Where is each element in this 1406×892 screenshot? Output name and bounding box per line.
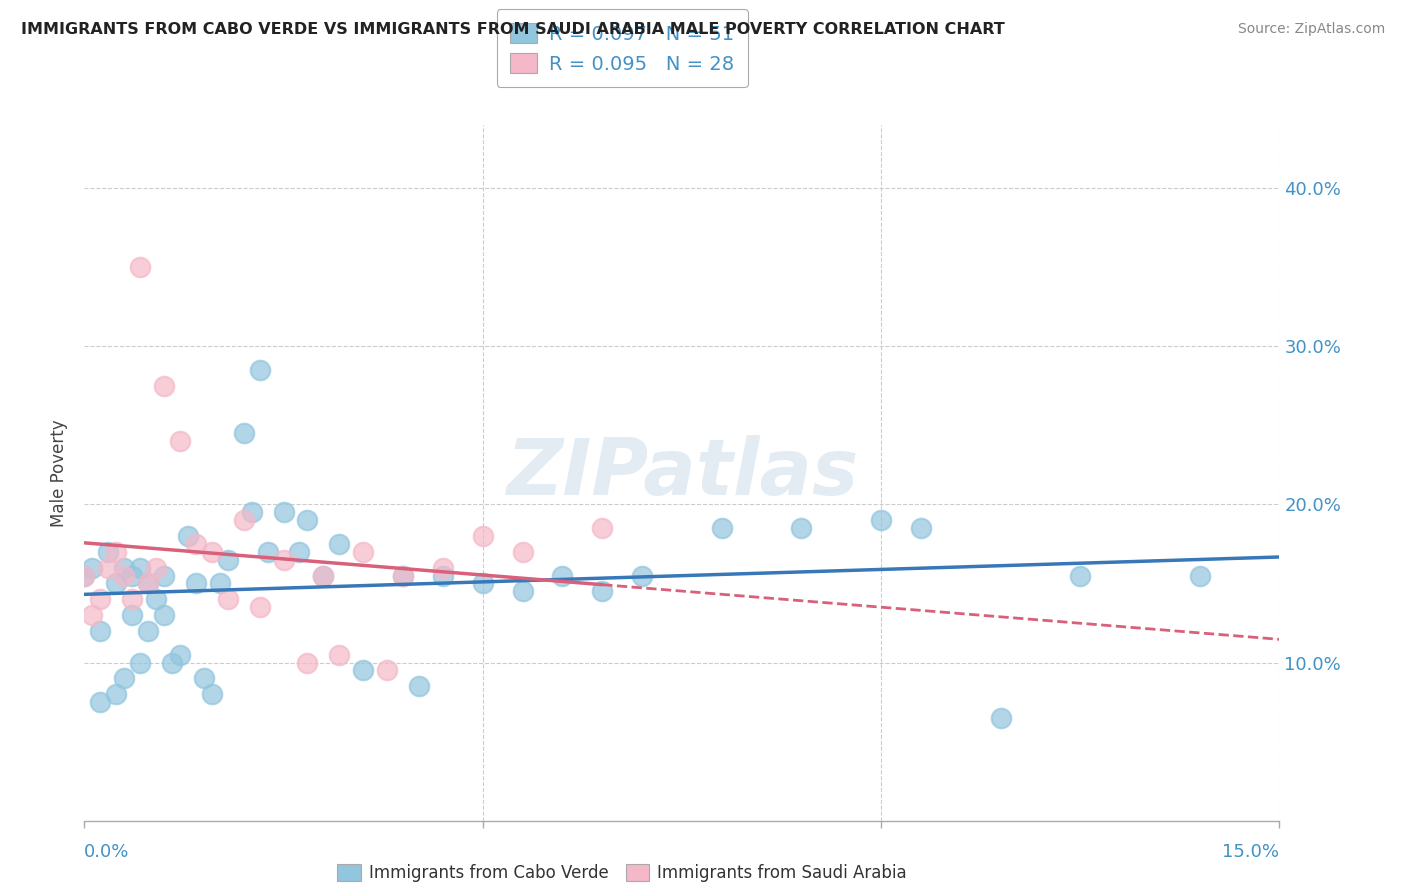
Point bbox=[432, 560, 454, 574]
Text: 15.0%: 15.0% bbox=[1222, 843, 1279, 861]
Point bbox=[591, 584, 613, 599]
Point bbox=[512, 545, 534, 559]
Point bbox=[112, 671, 135, 685]
Point bbox=[710, 521, 733, 535]
Point bbox=[392, 568, 415, 582]
Point bbox=[328, 537, 350, 551]
Point bbox=[551, 568, 574, 582]
Text: 0.0%: 0.0% bbox=[84, 843, 129, 861]
Point bbox=[288, 545, 311, 559]
Point bbox=[312, 568, 335, 582]
Point bbox=[631, 568, 654, 582]
Point bbox=[89, 592, 111, 607]
Point bbox=[129, 560, 152, 574]
Point bbox=[193, 671, 215, 685]
Point bbox=[201, 687, 224, 701]
Point bbox=[352, 545, 374, 559]
Point bbox=[591, 521, 613, 535]
Y-axis label: Male Poverty: Male Poverty bbox=[51, 419, 69, 526]
Point bbox=[208, 576, 231, 591]
Point bbox=[82, 560, 104, 574]
Point bbox=[240, 505, 263, 519]
Point bbox=[121, 568, 143, 582]
Point bbox=[153, 378, 176, 392]
Point bbox=[352, 664, 374, 678]
Text: IMMIGRANTS FROM CABO VERDE VS IMMIGRANTS FROM SAUDI ARABIA MALE POVERTY CORRELAT: IMMIGRANTS FROM CABO VERDE VS IMMIGRANTS… bbox=[21, 22, 1005, 37]
Point bbox=[471, 529, 494, 543]
Point bbox=[512, 584, 534, 599]
Point bbox=[129, 260, 152, 275]
Point bbox=[471, 576, 494, 591]
Point bbox=[297, 656, 319, 670]
Point bbox=[160, 656, 183, 670]
Point bbox=[105, 687, 128, 701]
Point bbox=[375, 664, 398, 678]
Point bbox=[129, 656, 152, 670]
Point bbox=[328, 648, 350, 662]
Point bbox=[136, 624, 159, 638]
Point bbox=[392, 568, 415, 582]
Point bbox=[790, 521, 813, 535]
Point bbox=[217, 592, 239, 607]
Point bbox=[1069, 568, 1091, 582]
Point bbox=[73, 568, 96, 582]
Point bbox=[89, 695, 111, 709]
Point bbox=[121, 592, 143, 607]
Point bbox=[112, 560, 135, 574]
Point bbox=[232, 513, 254, 527]
Point bbox=[105, 576, 128, 591]
Point bbox=[432, 568, 454, 582]
Point bbox=[112, 568, 135, 582]
Point bbox=[97, 545, 120, 559]
Point bbox=[256, 545, 278, 559]
Point bbox=[184, 576, 207, 591]
Point bbox=[177, 529, 200, 543]
Point bbox=[136, 576, 159, 591]
Point bbox=[273, 505, 295, 519]
Point bbox=[153, 568, 176, 582]
Point bbox=[249, 600, 271, 615]
Point bbox=[1188, 568, 1211, 582]
Point bbox=[145, 592, 167, 607]
Text: ZIPatlas: ZIPatlas bbox=[506, 434, 858, 511]
Point bbox=[273, 552, 295, 567]
Text: Source: ZipAtlas.com: Source: ZipAtlas.com bbox=[1237, 22, 1385, 37]
Point bbox=[73, 568, 96, 582]
Point bbox=[169, 648, 191, 662]
Point bbox=[201, 545, 224, 559]
Point bbox=[408, 679, 430, 693]
Point bbox=[990, 711, 1012, 725]
Point bbox=[169, 434, 191, 449]
Point bbox=[910, 521, 932, 535]
Point bbox=[870, 513, 893, 527]
Point bbox=[89, 624, 111, 638]
Point bbox=[232, 426, 254, 441]
Point bbox=[105, 545, 128, 559]
Point bbox=[249, 363, 271, 377]
Point bbox=[312, 568, 335, 582]
Point bbox=[97, 560, 120, 574]
Point bbox=[184, 537, 207, 551]
Point bbox=[136, 576, 159, 591]
Point bbox=[145, 560, 167, 574]
Point bbox=[121, 608, 143, 623]
Point bbox=[153, 608, 176, 623]
Legend: Immigrants from Cabo Verde, Immigrants from Saudi Arabia: Immigrants from Cabo Verde, Immigrants f… bbox=[330, 857, 914, 888]
Point bbox=[82, 608, 104, 623]
Point bbox=[217, 552, 239, 567]
Point bbox=[297, 513, 319, 527]
